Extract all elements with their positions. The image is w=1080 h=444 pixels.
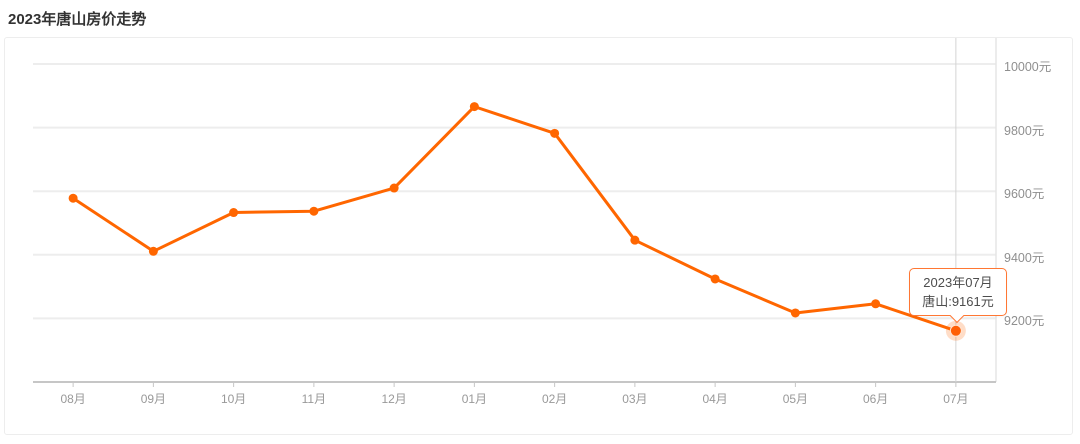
x-axis-label: 11月 (301, 392, 327, 406)
line-chart-plot[interactable] (5, 38, 1074, 436)
chart-title: 2023年唐山房价走势 (8, 11, 147, 28)
x-axis-label: 04月 (702, 392, 728, 406)
data-point[interactable] (550, 128, 560, 138)
data-point[interactable] (229, 208, 239, 218)
x-axis-label: 05月 (782, 392, 809, 406)
x-axis-label: 06月 (862, 392, 889, 406)
data-point[interactable] (469, 102, 479, 112)
data-point[interactable] (309, 206, 319, 216)
data-point[interactable] (389, 183, 399, 193)
x-axis-label: 12月 (381, 392, 407, 406)
y-axis-label: 9600元 (1004, 187, 1045, 202)
data-point-active[interactable] (949, 324, 962, 337)
y-axis-label: 9400元 (1004, 250, 1045, 265)
x-axis-label: 01月 (461, 392, 488, 406)
data-point[interactable] (710, 274, 720, 284)
data-point[interactable] (871, 299, 881, 309)
y-axis-label: 9800元 (1004, 123, 1045, 138)
x-axis-label: 08月 (60, 392, 86, 406)
y-axis-label: 10000元 (1004, 60, 1052, 74)
tooltip-value: 唐山:9161元 (922, 293, 994, 309)
tooltip-date: 2023年07月 (923, 275, 993, 290)
x-axis-label: 02月 (541, 392, 568, 406)
x-axis-label: 07月 (943, 392, 969, 406)
data-point[interactable] (790, 308, 800, 318)
x-axis-label: 09月 (140, 392, 167, 406)
chart-panel: 08月 09月 10月 11月 12月 01月 02月 03月 04月 05月 06月 07月 100… (4, 37, 1073, 435)
data-point[interactable] (148, 246, 158, 256)
x-axis-label: 03月 (622, 392, 648, 406)
tooltip: 2023年07月 唐山:9161元 (909, 268, 1007, 324)
x-axis-label: 10月 (220, 392, 247, 406)
y-axis-label: 9200元 (1004, 314, 1045, 329)
data-point[interactable] (630, 235, 640, 245)
data-point[interactable] (68, 193, 78, 203)
price-line (71, 105, 958, 333)
